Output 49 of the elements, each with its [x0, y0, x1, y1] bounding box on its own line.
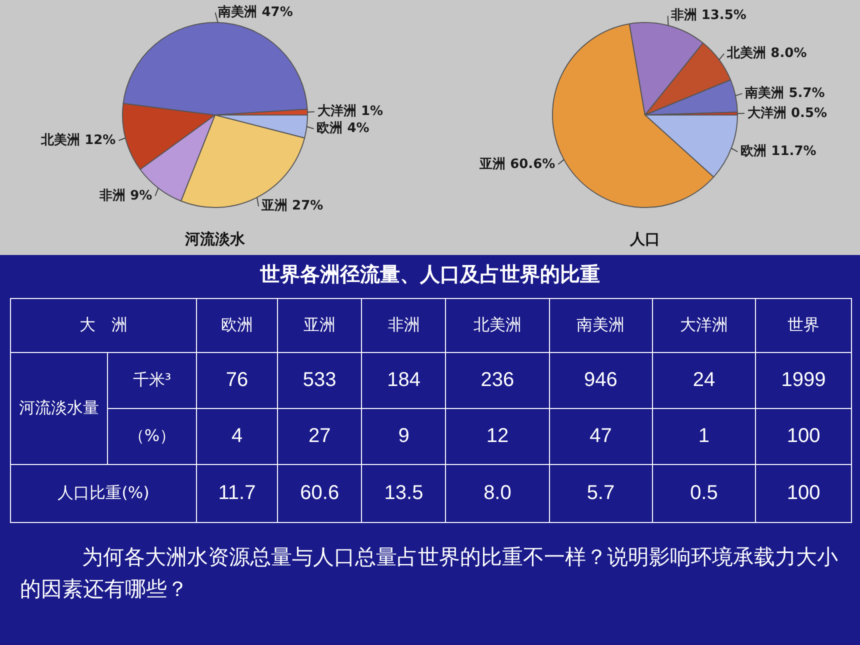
text: 人口: [628, 230, 661, 249]
text: 北美洲: [446, 298, 550, 352]
text: 河流淡水量: [10, 352, 108, 464]
text: 236: [446, 352, 550, 408]
slice-label: 欧洲 11.7%: [740, 144, 816, 160]
slice-label: 非洲 13.5%: [670, 8, 746, 24]
text: 13.5: [362, 464, 446, 522]
slice-label: 非洲 9%: [98, 188, 152, 204]
text: 4: [196, 408, 278, 464]
text: 非洲: [362, 298, 446, 352]
text: 大洋洲: [652, 298, 756, 352]
text: 1999: [756, 352, 852, 408]
text: 12: [446, 408, 550, 464]
text: （%）: [108, 408, 196, 464]
text: 9: [362, 408, 446, 464]
text: 河流淡水: [184, 230, 246, 249]
slice-label: 南美洲 47%: [217, 4, 293, 20]
text: 184: [362, 352, 446, 408]
text: 世界各洲径流量、人口及占世界的比重: [259, 261, 601, 288]
text: 欧洲: [196, 298, 278, 352]
text: 南美洲: [549, 298, 652, 352]
text: 533: [278, 352, 362, 408]
slice-label: 北美洲 8.0%: [726, 45, 807, 62]
text: 亚洲: [278, 298, 362, 352]
slice-label: 北美洲 12%: [40, 132, 116, 148]
text: 27: [278, 408, 362, 464]
slice-label: 大洋洲 1%: [317, 104, 384, 120]
text: 5.7: [549, 464, 652, 522]
text: 世界: [756, 298, 852, 352]
slice-label: 欧洲 4%: [316, 121, 370, 136]
text: 24: [652, 352, 756, 408]
text: 47: [549, 408, 652, 464]
text: 60.6: [278, 464, 362, 522]
text: 0.5: [652, 464, 756, 522]
text: 946: [549, 352, 652, 408]
slice-label: 亚洲 60.6%: [478, 156, 556, 172]
text: 11.7: [196, 464, 278, 522]
text: 为何各大洲水资源总量与人口总量占世界的比重不一样？说明影响环境承载力大小的因素还有哪些？: [19, 544, 839, 603]
text: 1: [652, 408, 756, 464]
text: 人口比重(%): [10, 464, 196, 522]
text: 大 洲: [10, 298, 196, 352]
text: 千米³: [108, 352, 196, 408]
text: 100: [756, 464, 852, 522]
slice-label: 南美洲 5.7%: [744, 84, 825, 101]
slice-label: 大洋洲 0.5%: [747, 106, 828, 121]
slice-label: 亚洲 27%: [260, 198, 324, 214]
text: 76: [196, 352, 278, 408]
text: 8.0: [446, 464, 550, 522]
text: 100: [756, 408, 852, 464]
